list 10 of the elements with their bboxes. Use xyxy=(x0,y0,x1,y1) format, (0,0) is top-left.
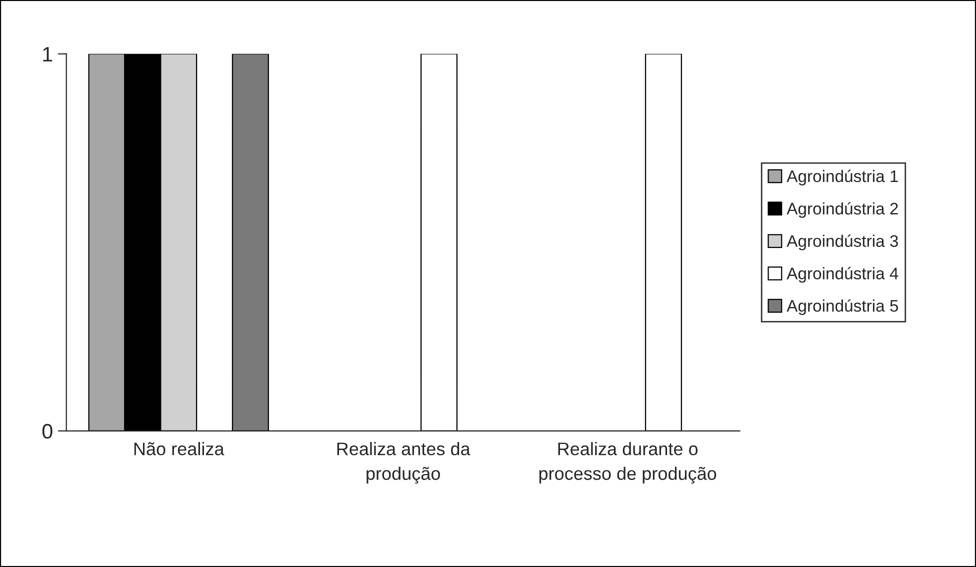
legend-label: Agroindústria 2 xyxy=(786,202,898,218)
legend-label: Agroindústria 3 xyxy=(786,234,898,250)
legend-label: Agroindústria 1 xyxy=(786,170,898,186)
x-tick-label: Não realiza xyxy=(134,442,224,456)
x-tick-label: Realiza durante o processo de produção xyxy=(539,442,716,484)
x-tick-label: Realiza antes da produção xyxy=(337,442,470,484)
y-tick-label: 0 xyxy=(42,424,52,439)
y-tick-label: 1 xyxy=(43,47,52,62)
legend-label: Agroindústria 5 xyxy=(786,299,898,316)
legend-label: Agroindústria 4 xyxy=(786,266,898,283)
